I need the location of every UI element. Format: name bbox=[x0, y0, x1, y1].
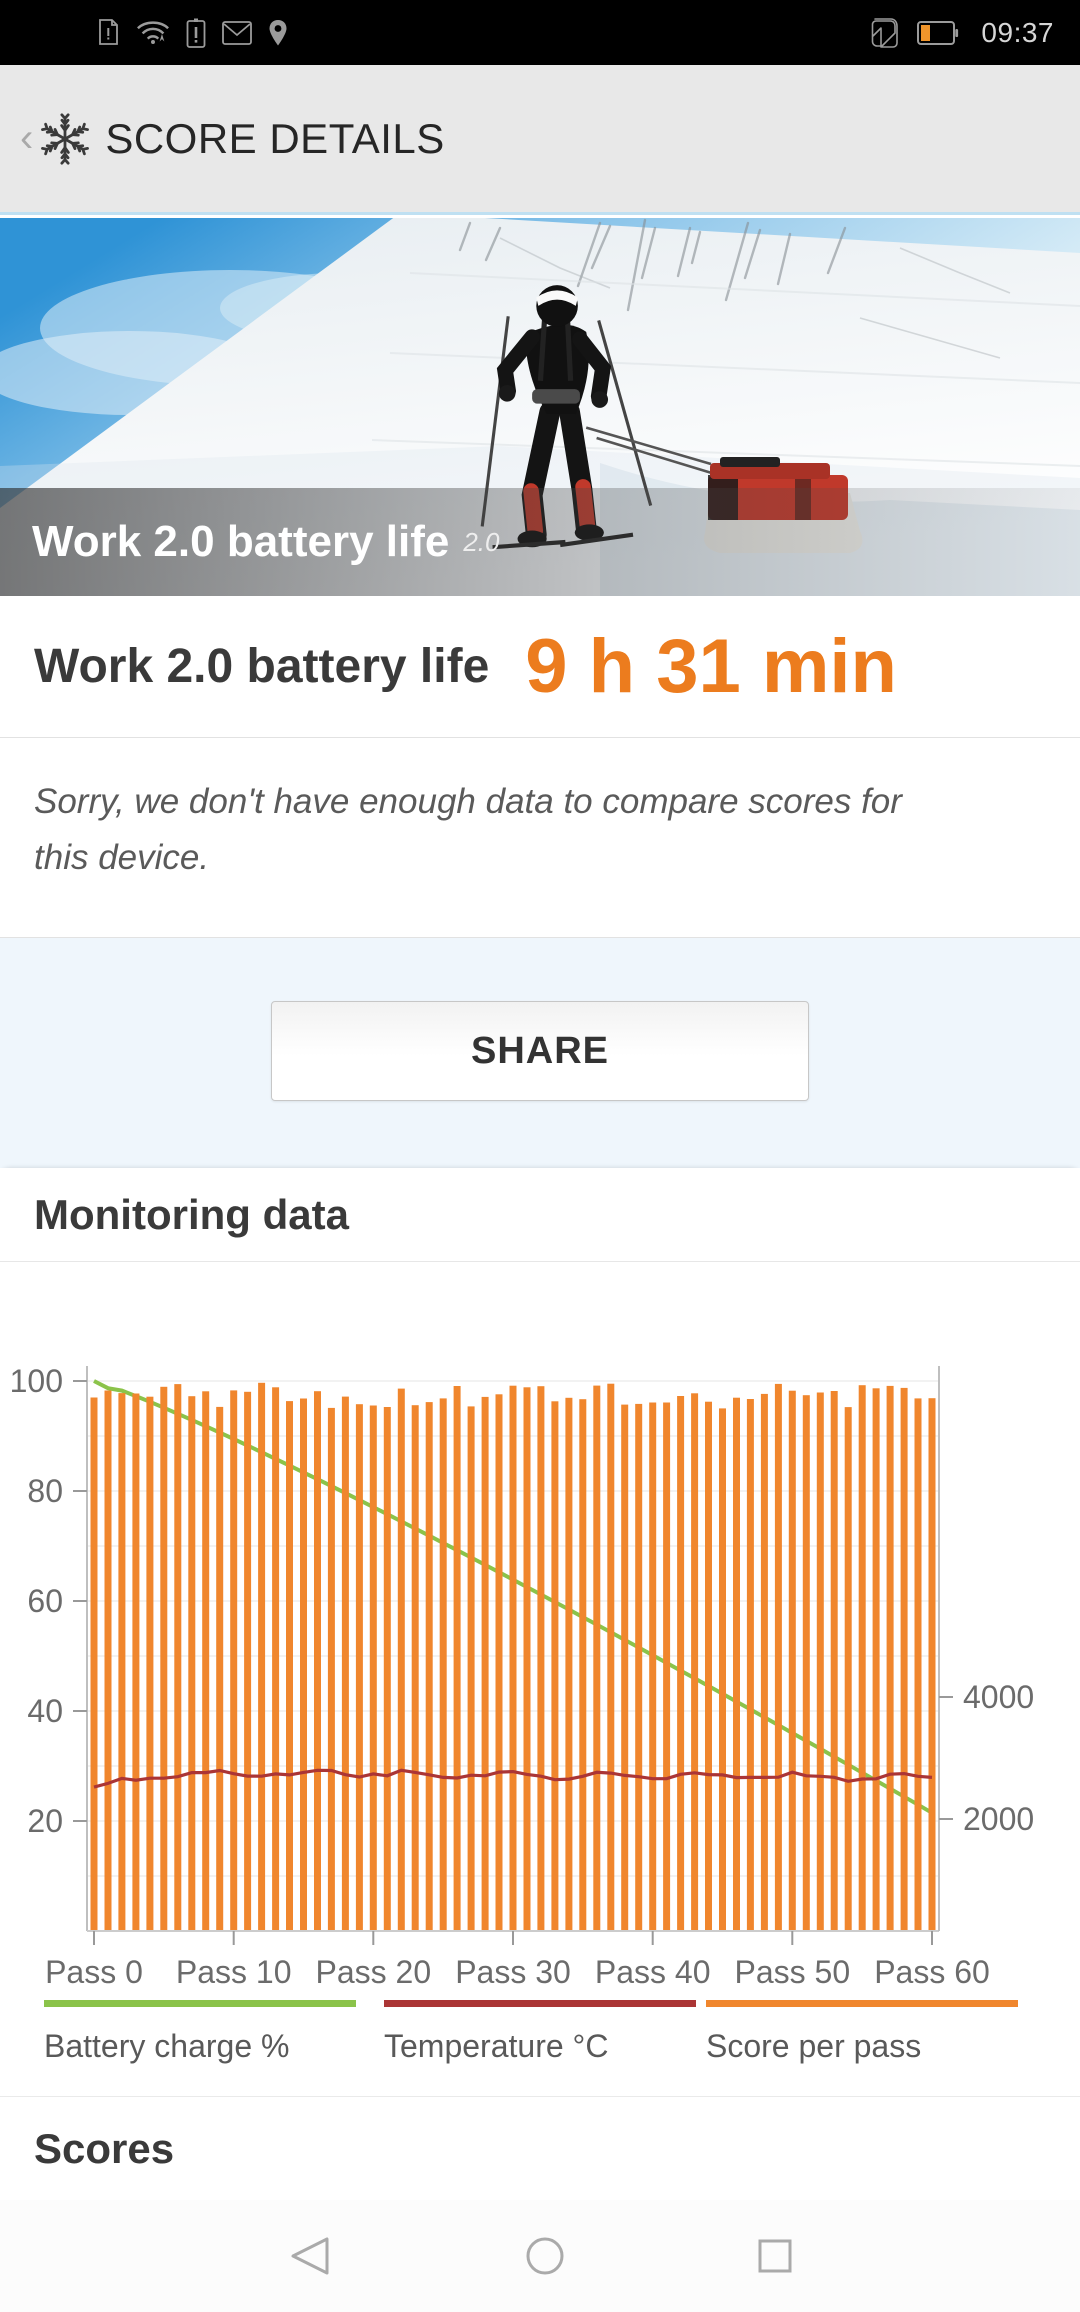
svg-text:80: 80 bbox=[27, 1473, 63, 1509]
svg-text:Pass 10: Pass 10 bbox=[176, 1954, 292, 1990]
svg-text:Pass 30: Pass 30 bbox=[455, 1954, 571, 1990]
svg-text:Pass 20: Pass 20 bbox=[315, 1954, 431, 1990]
svg-text:20: 20 bbox=[27, 1803, 63, 1839]
svg-text:4000: 4000 bbox=[963, 1679, 1034, 1715]
svg-text:Pass 60: Pass 60 bbox=[874, 1954, 990, 1990]
svg-text:2000: 2000 bbox=[963, 1801, 1034, 1837]
svg-text:Pass 0: Pass 0 bbox=[45, 1954, 143, 1990]
svg-text:60: 60 bbox=[27, 1583, 63, 1619]
svg-text:Pass 50: Pass 50 bbox=[734, 1954, 850, 1990]
svg-text:100: 100 bbox=[10, 1363, 63, 1399]
svg-text:Pass 40: Pass 40 bbox=[595, 1954, 711, 1990]
svg-text:40: 40 bbox=[27, 1693, 63, 1729]
